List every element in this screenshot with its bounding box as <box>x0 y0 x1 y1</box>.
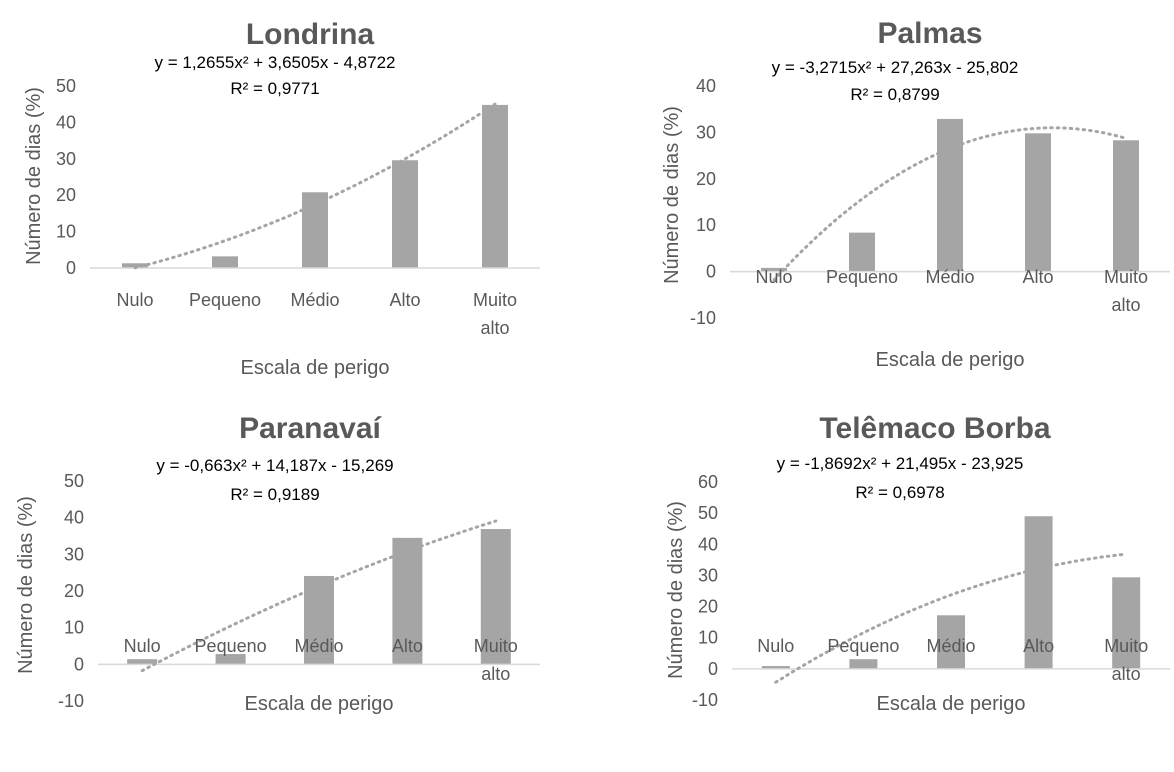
y-tick-label: 10 <box>698 628 718 648</box>
y-tick-label: 20 <box>696 169 716 189</box>
bar-muito-alto <box>482 104 508 268</box>
x-tick-label: Alto <box>389 290 420 310</box>
trendline-r2: R² = 0,8799 <box>850 85 939 104</box>
y-tick-label: 10 <box>56 222 76 242</box>
bar-nulo <box>127 659 158 665</box>
y-axis-label: Número de dias (%) <box>15 496 37 674</box>
y-tick-label: 30 <box>56 149 76 169</box>
bar-pequeno <box>849 232 875 272</box>
chart-title: Telêmaco Borba <box>819 412 1050 445</box>
bar-médio <box>937 615 965 669</box>
y-axis-label: Número de dias (%) <box>23 87 45 265</box>
chart-title: Paranavaí <box>239 412 382 445</box>
chart-panel-1: Palmas y = -3,2715x² + 27,263x - 25,802 R²… <box>661 17 1170 371</box>
y-tick-label: 10 <box>64 618 84 638</box>
chart-title: Palmas <box>877 17 982 50</box>
x-tick-label: Nulo <box>124 636 161 656</box>
y-axis-label: Número de dias (%) <box>665 501 687 679</box>
x-tick-label: Pequeno <box>189 290 261 310</box>
x-tick-label: Alto <box>1022 267 1053 287</box>
x-tick-label: Muito alto <box>1104 636 1148 684</box>
y-tick-label: 50 <box>698 503 718 523</box>
trendline-r2: R² = 0,9771 <box>230 79 319 98</box>
chart-title: Londrina <box>246 18 375 51</box>
bar-pequeno <box>215 654 246 665</box>
x-tick-label: Médio <box>290 290 339 310</box>
y-tick-label: 50 <box>56 76 76 96</box>
bar-muito-alto <box>1112 577 1141 669</box>
y-tick-label: 40 <box>698 534 718 554</box>
x-tick-label: Alto <box>392 636 423 656</box>
chart-panel-3: Telêmaco Borba y = -1,8692x² + 21,495x - … <box>665 412 1170 715</box>
y-tick-label: 40 <box>696 76 716 96</box>
polynomial-trendline <box>133 102 497 270</box>
x-axis-label: Escala de perigo <box>241 357 390 379</box>
bar-pequeno <box>849 659 878 669</box>
trendline-equation: y = 1,2655x² + 3,6505x - 4,8722 <box>154 53 395 72</box>
trendline-r2: R² = 0,9189 <box>230 485 319 504</box>
polynomial-trendline <box>140 519 498 673</box>
bar-alto <box>392 160 418 268</box>
y-tick-label: -10 <box>690 308 716 328</box>
bar-alto <box>392 537 423 665</box>
x-tick-label: Médio <box>926 636 975 656</box>
x-tick-label: Alto <box>1023 636 1054 656</box>
x-tick-label: Pequeno <box>827 636 899 656</box>
bar-médio <box>937 118 963 272</box>
y-tick-label: -10 <box>692 690 718 710</box>
x-tick-label: Médio <box>925 267 974 287</box>
bar-muito-alto <box>1113 140 1139 272</box>
y-tick-label: 40 <box>64 508 84 528</box>
x-tick-label: Nulo <box>116 290 153 310</box>
trendline-equation: y = -3,2715x² + 27,263x - 25,802 <box>772 58 1019 77</box>
x-tick-label: Muito alto <box>473 290 517 338</box>
x-axis-label: Escala de perigo <box>876 349 1025 371</box>
x-tick-label: Nulo <box>757 636 794 656</box>
bar-médio <box>302 192 328 268</box>
chart-panel-2: Paranavaí y = -0,663x² + 14,187x - 15,269… <box>15 412 540 715</box>
y-tick-label: 20 <box>64 581 84 601</box>
x-tick-label: Pequeno <box>826 267 898 287</box>
trendline-r2: R² = 0,6978 <box>855 483 944 502</box>
y-tick-label: 20 <box>698 597 718 617</box>
polynomial-trendline <box>774 552 1128 684</box>
bar-pequeno <box>212 256 238 268</box>
bar-muito-alto <box>480 529 511 665</box>
chart-panel-0: Londrina y = 1,2655x² + 3,6505x - 4,8722 R… <box>23 18 540 379</box>
y-tick-label: 0 <box>706 262 716 282</box>
trendline-equation: y = -0,663x² + 14,187x - 15,269 <box>156 456 393 475</box>
y-tick-label: 60 <box>698 472 718 492</box>
y-tick-label: 0 <box>74 654 84 674</box>
y-tick-label: 10 <box>696 215 716 235</box>
y-tick-label: 40 <box>56 112 76 132</box>
y-tick-label: 0 <box>708 659 718 679</box>
trendline-equation: y = -1,8692x² + 21,495x - 23,925 <box>777 454 1024 473</box>
y-tick-label: 50 <box>64 471 84 491</box>
bar-nulo <box>122 263 148 268</box>
x-axis-label: Escala de perigo <box>245 693 394 715</box>
y-axis-label: Número de dias (%) <box>661 106 683 284</box>
x-tick-label: Muito alto <box>1104 267 1148 315</box>
bar-alto <box>1025 133 1051 272</box>
bar-nulo <box>761 666 790 669</box>
bar-alto <box>1024 516 1053 669</box>
y-tick-label: -10 <box>58 691 84 711</box>
x-tick-label: Nulo <box>755 267 792 287</box>
x-axis-label: Escala de perigo <box>877 693 1026 715</box>
y-tick-label: 30 <box>64 544 84 564</box>
x-tick-label: Muito alto <box>474 636 518 684</box>
x-tick-label: Pequeno <box>195 636 267 656</box>
bar-nulo <box>761 267 787 272</box>
y-tick-label: 30 <box>696 122 716 142</box>
y-tick-label: 20 <box>56 185 76 205</box>
bar-médio <box>304 575 334 665</box>
y-tick-label: 0 <box>66 258 76 278</box>
x-tick-label: Médio <box>294 636 343 656</box>
polynomial-trendline <box>772 126 1128 282</box>
y-tick-label: 30 <box>698 565 718 585</box>
